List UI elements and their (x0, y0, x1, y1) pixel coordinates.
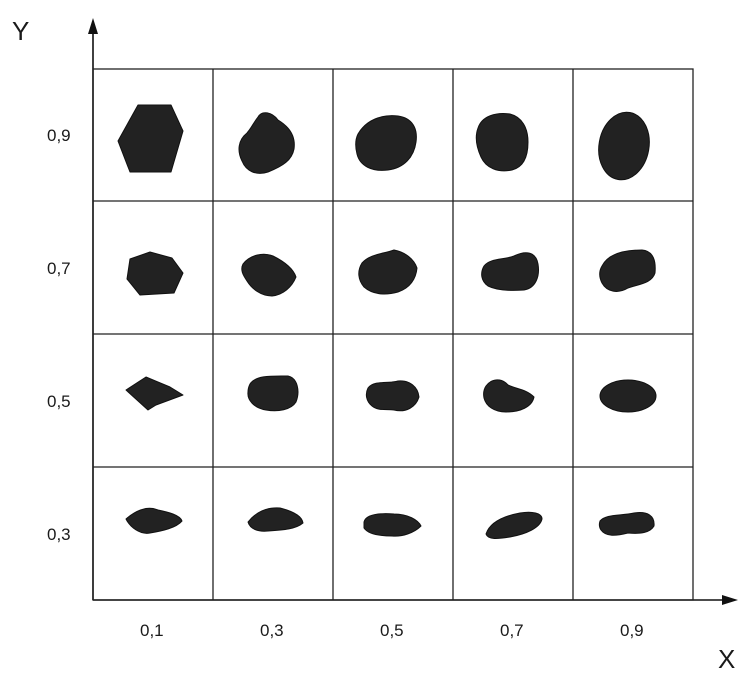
particle-shape (485, 511, 543, 540)
x-tick-labels: 0,1 0,3 0,5 0,7 0,9 (140, 621, 644, 640)
y-tick-labels: 0,9 0,7 0,5 0,3 (47, 126, 71, 544)
row-y-0-3 (125, 507, 655, 540)
particle-shape (598, 512, 655, 536)
x-tick-label: 0,5 (380, 621, 404, 640)
particle-shape (247, 375, 299, 412)
row-y-0-9 (117, 104, 650, 181)
y-axis-arrow (88, 18, 98, 34)
particle-shape (125, 507, 183, 534)
x-tick-label: 0,3 (260, 621, 284, 640)
particle-shape (238, 112, 295, 174)
particle-shape (117, 104, 184, 173)
particle-shape (599, 249, 656, 292)
particle-shape (599, 379, 657, 413)
particle-shape (475, 113, 529, 172)
x-tick-label: 0,7 (500, 621, 524, 640)
particle-shape (355, 115, 417, 171)
y-axis-title: Y (12, 16, 29, 46)
row-y-0-7 (126, 249, 656, 297)
y-tick-label: 0,3 (47, 525, 71, 544)
particle-shape (247, 507, 304, 532)
particle-shape (363, 513, 422, 537)
y-tick-label: 0,7 (47, 259, 71, 278)
x-axis-title: X (718, 644, 735, 673)
particle-shape (358, 249, 418, 295)
particle-shape (125, 376, 184, 411)
particle-shape (241, 253, 297, 297)
particle-shape (365, 380, 420, 412)
particle-shape (598, 111, 650, 181)
x-axis-arrow (722, 595, 738, 605)
particle-shape (126, 251, 184, 296)
y-tick-label: 0,9 (47, 126, 71, 145)
grid (92, 68, 694, 601)
y-tick-label: 0,5 (47, 392, 71, 411)
particle-shape (481, 252, 539, 291)
x-tick-label: 0,1 (140, 621, 164, 640)
particle-shape (483, 379, 535, 413)
row-y-0-5 (125, 375, 657, 413)
x-tick-label: 0,9 (620, 621, 644, 640)
